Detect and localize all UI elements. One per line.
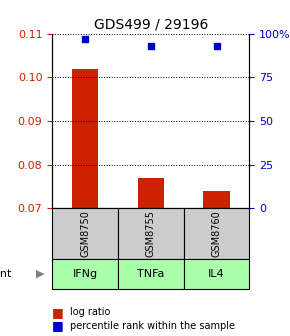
Text: TNFa: TNFa (137, 269, 164, 279)
Bar (72, 69, 98, 208)
Text: ■: ■ (52, 306, 64, 319)
Title: GDS499 / 29196: GDS499 / 29196 (94, 17, 208, 31)
Text: IL4: IL4 (208, 269, 225, 279)
Text: GSM8755: GSM8755 (146, 210, 156, 257)
Text: log ratio: log ratio (70, 307, 110, 318)
Bar (138, 178, 164, 208)
Bar (203, 191, 230, 208)
Text: GSM8760: GSM8760 (211, 210, 222, 257)
Text: GSM8750: GSM8750 (80, 210, 90, 257)
Text: agent: agent (0, 269, 12, 279)
Text: IFNg: IFNg (72, 269, 98, 279)
Text: ■: ■ (52, 320, 64, 332)
Text: percentile rank within the sample: percentile rank within the sample (70, 321, 235, 331)
Text: ▶: ▶ (36, 269, 45, 279)
